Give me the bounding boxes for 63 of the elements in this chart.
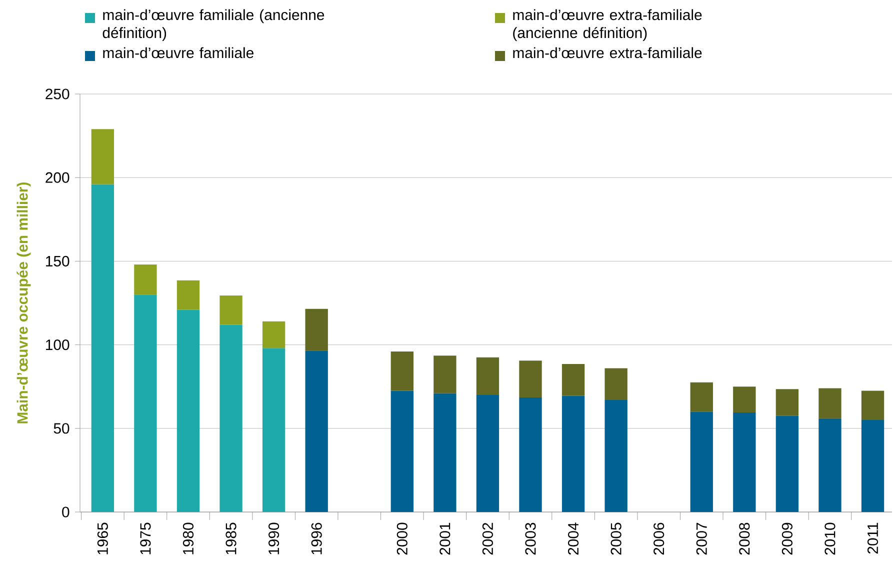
bar bbox=[604, 400, 628, 512]
x-tick-label: 2007 bbox=[696, 522, 707, 555]
y-tick-label: 150 bbox=[46, 256, 70, 266]
bar bbox=[262, 321, 286, 348]
bar bbox=[91, 129, 114, 184]
bar bbox=[390, 351, 414, 391]
bar bbox=[476, 357, 500, 395]
x-tick-label: 2006 bbox=[654, 522, 664, 555]
bar bbox=[476, 394, 500, 512]
bar bbox=[220, 295, 242, 325]
x-tick-label: 2010 bbox=[824, 522, 836, 555]
y-axis-title: Main-d’œuvre occupée (en millier) bbox=[16, 182, 31, 424]
x-tick-label: 1980 bbox=[182, 522, 194, 554]
x-tick-label: 1965 bbox=[97, 522, 108, 554]
bar bbox=[690, 412, 713, 512]
y-tick-label: 50 bbox=[54, 423, 70, 434]
bar bbox=[305, 350, 328, 512]
legend-label: main-d’œuvre extra-familiale (ancienne définition) bbox=[513, 9, 702, 42]
x-tick-label: 1996 bbox=[311, 522, 322, 554]
bar bbox=[305, 308, 328, 351]
bar bbox=[562, 364, 585, 396]
x-tick-label: 1975 bbox=[140, 522, 151, 554]
x-tick-label: 2011 bbox=[867, 522, 878, 554]
x-tick-label: 2004 bbox=[568, 522, 579, 555]
x-tick-label: 2000 bbox=[396, 522, 408, 555]
x-tick-label: 2001 bbox=[440, 522, 450, 555]
bar bbox=[519, 360, 542, 398]
bar bbox=[733, 386, 756, 413]
bar bbox=[818, 418, 842, 512]
x-tick-label: 2002 bbox=[482, 522, 493, 555]
bar bbox=[690, 382, 713, 412]
bar bbox=[390, 390, 414, 512]
bar bbox=[176, 280, 200, 310]
bar bbox=[519, 397, 542, 512]
y-tick-label: 100 bbox=[46, 340, 70, 350]
bar bbox=[434, 356, 456, 394]
y-tick-label: 200 bbox=[46, 172, 70, 183]
bar bbox=[91, 184, 114, 512]
bar bbox=[220, 324, 242, 512]
x-tick-label: 2009 bbox=[782, 522, 792, 555]
bar bbox=[776, 416, 799, 512]
x-tick-label: 2003 bbox=[525, 522, 536, 555]
x-tick-label: 1985 bbox=[226, 522, 236, 554]
bar bbox=[861, 390, 884, 420]
bar bbox=[861, 420, 884, 512]
bar bbox=[776, 389, 799, 416]
bar bbox=[176, 310, 200, 512]
legend-label: main-d’œuvre familiale (ancienne définition) bbox=[102, 9, 324, 42]
x-tick-label: 1990 bbox=[268, 522, 280, 554]
bar bbox=[733, 412, 756, 512]
legend-label: main-d’œuvre familiale bbox=[103, 47, 254, 58]
y-tick-label: 0 bbox=[62, 506, 70, 518]
bar bbox=[134, 264, 157, 295]
bar bbox=[262, 348, 286, 512]
bar bbox=[134, 294, 157, 512]
bar bbox=[562, 396, 585, 512]
legend-label: main-d’œuvre extra-familiale bbox=[513, 47, 702, 58]
x-tick-label: 2008 bbox=[739, 522, 750, 555]
bar bbox=[434, 393, 456, 512]
y-tick-label: 250 bbox=[46, 88, 70, 100]
x-tick-label: 2005 bbox=[610, 522, 622, 555]
bar bbox=[818, 388, 842, 418]
bar bbox=[604, 368, 628, 400]
